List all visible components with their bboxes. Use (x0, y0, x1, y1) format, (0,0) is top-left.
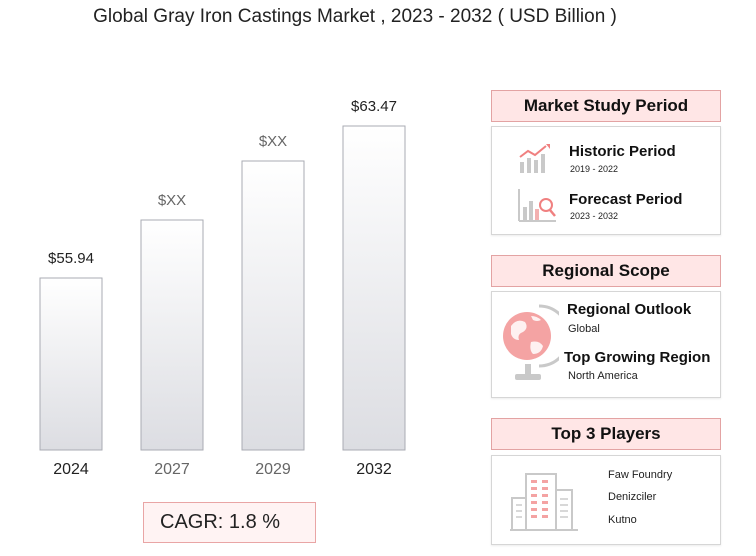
historic-period-range: 2019 - 2022 (570, 164, 619, 174)
bar-2027 (140, 219, 204, 451)
cagr-text: CAGR: 1.8 % (160, 511, 281, 533)
player-item: Denizciler (608, 491, 657, 503)
bar-2029 (241, 160, 305, 451)
market-study-header: Market Study Period (491, 90, 721, 122)
forecast-period-title: Forecast Period (569, 191, 683, 208)
forecast-magnifier-icon (518, 189, 556, 222)
bar-2032 (342, 125, 406, 451)
regional-scope-panel: Regional Outlook Global Top Growing Regi… (491, 291, 721, 398)
category-label-2032: 2032 (356, 461, 392, 478)
category-label-2024: 2024 (53, 461, 89, 478)
forecast-period-range: 2023 - 2032 (570, 211, 619, 221)
bar-chart: $55.94 2024 $XX 2027 $XX 2029 $63.47 2032 (39, 98, 406, 478)
globe-icon (503, 304, 559, 380)
value-label-2027: $XX (158, 192, 186, 209)
historic-period-title: Historic Period (569, 143, 676, 160)
top-growing-region-value: North America (568, 370, 638, 382)
regional-outlook-title: Regional Outlook (567, 301, 692, 318)
chart-title: Global Gray Iron Castings Market , 2023 … (93, 6, 617, 27)
trend-chart-icon (519, 144, 550, 173)
top-players-panel: Faw Foundry Denizciler Kutno (491, 455, 721, 545)
regional-outlook-value: Global (568, 323, 600, 335)
top-players-header: Top 3 Players (491, 418, 721, 450)
bar-2024 (39, 277, 103, 451)
category-label-2029: 2029 (255, 461, 291, 478)
top-growing-region-title: Top Growing Region (564, 349, 711, 366)
buildings-icon (510, 473, 578, 531)
player-item: Kutno (608, 514, 637, 526)
cagr-badge: CAGR: 1.8 % (143, 502, 316, 543)
value-label-2029: $XX (259, 133, 287, 150)
regional-scope-header: Regional Scope (491, 255, 721, 287)
market-study-panel: Historic Period 2019 - 2022 Forecast Per… (491, 126, 721, 235)
value-label-2024: $55.94 (48, 250, 94, 267)
value-label-2032: $63.47 (351, 98, 397, 115)
player-item: Faw Foundry (608, 469, 673, 481)
category-label-2027: 2027 (154, 461, 190, 478)
